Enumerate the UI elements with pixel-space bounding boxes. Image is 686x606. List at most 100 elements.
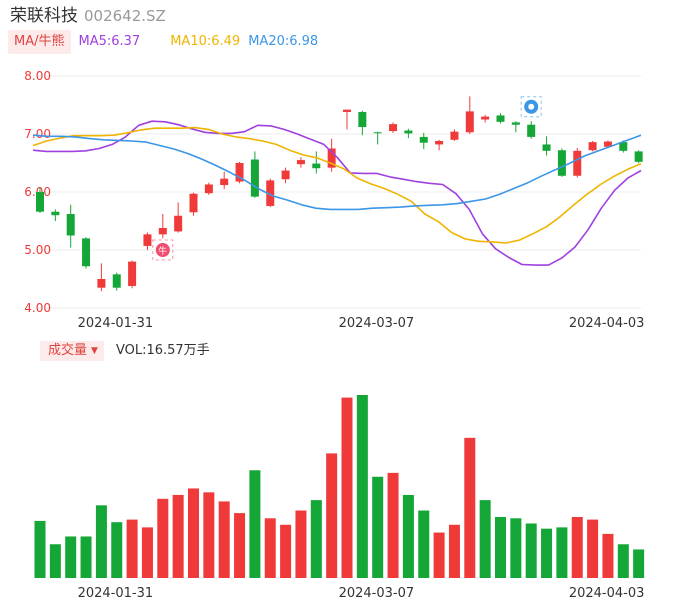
candle-body <box>450 131 459 140</box>
volume-indicator-label: 成交量 <box>48 343 88 358</box>
candle-body <box>435 140 444 145</box>
volume-bar <box>556 527 568 578</box>
candle-body <box>112 274 121 288</box>
volume-bar <box>172 494 184 578</box>
candle-body <box>619 142 628 151</box>
volume-bar <box>495 517 506 578</box>
marker-frame <box>520 96 542 118</box>
candle-body <box>51 211 60 216</box>
volume-bar <box>510 518 522 578</box>
candle-body <box>296 160 305 165</box>
ma-legend: MA/牛熊 MA5:6.37 MA10:6.49 MA20:6.98 <box>8 30 318 54</box>
volume-bar <box>49 544 61 578</box>
candle-body <box>588 142 597 151</box>
stock-code: 002642.SZ <box>84 7 166 25</box>
ma20-line <box>32 134 642 211</box>
candle-body <box>465 111 474 133</box>
volume-bar <box>541 528 553 578</box>
volume-bar <box>295 510 307 578</box>
candle-body <box>358 111 367 128</box>
marker-frame <box>152 239 174 261</box>
volume-bar <box>326 453 338 578</box>
ma5-legend: MA5:6.37 <box>78 34 141 49</box>
candle-body <box>419 136 428 143</box>
candle-body <box>481 116 490 120</box>
volume-bar <box>617 544 629 578</box>
volume-legend: 成交量 ▼ VOL:16.57万手 <box>40 341 210 361</box>
candle-body <box>82 238 91 267</box>
volume-bar <box>126 519 138 578</box>
candle-body <box>389 124 398 132</box>
candle-body <box>174 215 183 232</box>
ma10-line <box>32 126 642 244</box>
volume-bar <box>387 472 399 578</box>
volume-bar <box>525 523 537 578</box>
x-tick-label: 2024-03-07 <box>339 586 415 601</box>
volume-bar <box>402 494 414 578</box>
volume-bar <box>418 510 430 578</box>
candle-body <box>557 150 566 176</box>
candle-body <box>312 163 321 169</box>
marker-center <box>528 103 535 110</box>
candle-body <box>603 141 612 147</box>
candle-body <box>235 163 244 182</box>
candle-body <box>327 148 336 168</box>
volume-bar <box>80 536 92 578</box>
volume-bar <box>433 532 445 578</box>
volume-bar <box>218 501 230 578</box>
volume-bar <box>602 533 614 578</box>
candle-body <box>343 109 351 112</box>
candle-body <box>220 178 229 186</box>
candle-body <box>36 192 44 212</box>
ma20-legend: MA20:6.98 <box>248 34 319 49</box>
candle-body <box>373 132 382 134</box>
volume-bar <box>464 437 476 578</box>
candle-body <box>634 151 643 162</box>
volume-bar <box>203 492 215 578</box>
volume-bar <box>111 522 123 578</box>
y-tick-label: 7.00 <box>24 127 51 141</box>
candle-body <box>527 124 536 137</box>
volume-bar <box>65 536 77 578</box>
y-tick-label: 8.00 <box>24 69 51 83</box>
volume-bar <box>587 519 599 578</box>
candle-body <box>542 144 551 151</box>
volume-bar <box>372 476 384 578</box>
candle-body <box>97 279 106 288</box>
candle-body <box>511 122 520 125</box>
volume-bar <box>234 513 246 578</box>
volume-bar <box>95 505 107 578</box>
x-tick-label: 2024-01-31 <box>78 586 154 601</box>
volume-bar <box>310 500 322 578</box>
volume-bar <box>479 500 491 578</box>
volume-value: VOL:16.57万手 <box>115 343 210 358</box>
volume-bar <box>341 397 353 578</box>
candle-body <box>573 150 582 176</box>
marker-dot <box>155 243 170 257</box>
candle-body <box>204 184 213 194</box>
volume-bar <box>141 527 153 578</box>
x-tick-label: 2024-04-03 <box>569 586 645 601</box>
candle-body <box>66 214 75 236</box>
bear-icon <box>520 96 542 118</box>
stock-name: 荣联科技 <box>10 6 78 26</box>
volume-bar <box>633 549 645 578</box>
candle-body <box>496 115 505 122</box>
volume-bar <box>280 524 292 578</box>
y-tick-label: 4.00 <box>24 301 51 315</box>
ma-bull-bear-button[interactable]: MA/牛熊 <box>8 30 71 54</box>
volume-bar <box>188 488 199 578</box>
volume-bar <box>157 498 169 578</box>
niu-bull-icon: 牛 <box>152 239 174 261</box>
candle-body <box>128 261 137 286</box>
candle-body <box>143 234 152 246</box>
volume-bar <box>356 395 368 578</box>
ma10-legend: MA10:6.49 <box>170 34 241 49</box>
volume-bar <box>249 470 261 578</box>
marker-label: 牛 <box>158 245 167 257</box>
stock-header: 荣联科技 002642.SZ <box>10 5 166 27</box>
volume-indicator-dropdown[interactable]: 成交量 ▼ <box>40 341 104 361</box>
x-tick-label: 2024-01-31 <box>78 316 154 331</box>
candle-body <box>281 170 290 180</box>
